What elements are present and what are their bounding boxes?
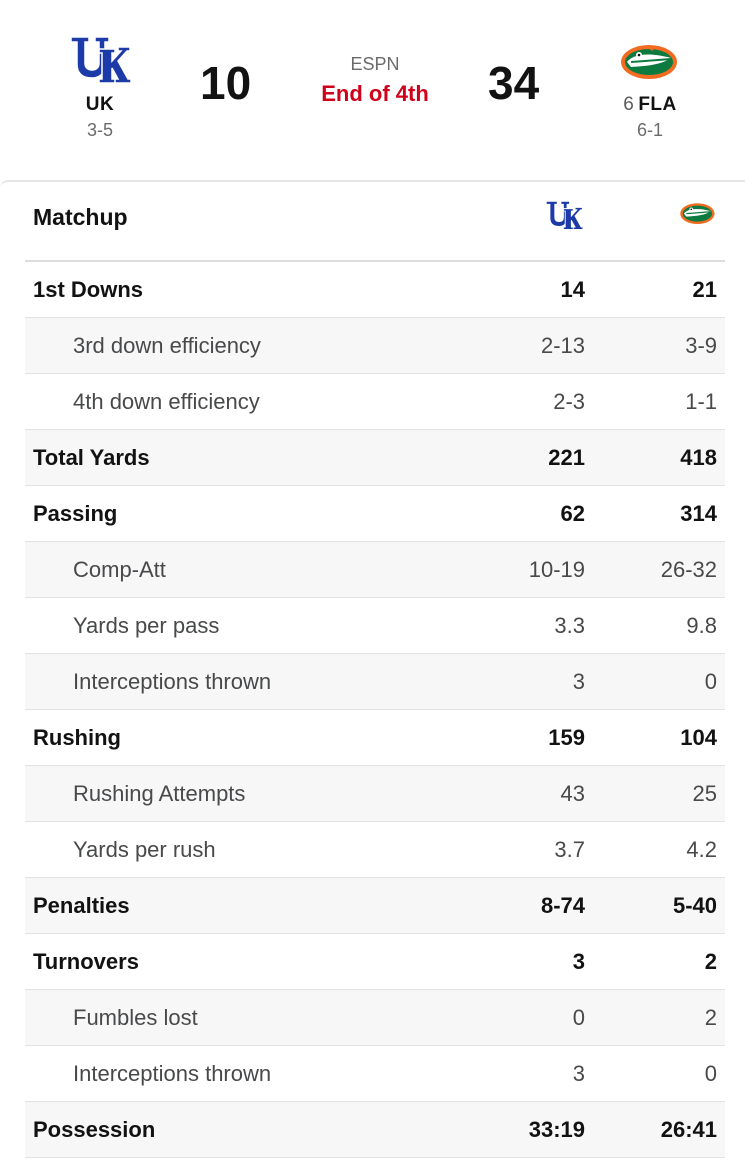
game-period: End of 4th	[321, 81, 429, 106]
stat-label: Interceptions thrown	[73, 1060, 272, 1086]
scoreboard-header: UK 3-5 10 ESPN End of 4th 34 6 FLA 6-1	[0, 0, 745, 180]
stat-row: Total Yards 221 418	[25, 430, 725, 486]
stat-label: 4th down efficiency	[73, 388, 260, 414]
stat-label: Fumbles lost	[73, 1004, 198, 1030]
home-stat-value: 21	[692, 276, 717, 302]
stat-label: Rushing Attempts	[73, 780, 246, 806]
home-team-abbr: 6 FLA	[623, 94, 677, 115]
home-stat-value: 3-9	[685, 332, 717, 358]
stat-row: 1st Downs 14 21	[25, 262, 725, 318]
stat-label: Passing	[33, 500, 118, 526]
stat-row: Turnovers 3 2	[25, 934, 725, 990]
kentucky-wildcats-logo-icon	[545, 200, 584, 230]
stat-row: Interceptions thrown 3 0	[25, 654, 725, 710]
away-team-record: 3-5	[86, 120, 113, 140]
home-team-record: 6-1	[636, 120, 663, 140]
away-stat-value: 43	[560, 780, 585, 806]
florida-gators-logo-icon	[621, 45, 677, 79]
stat-row: Interceptions thrown 3 0	[25, 1046, 725, 1102]
stat-label: 3rd down efficiency	[73, 332, 261, 358]
away-stat-value: 14	[560, 276, 585, 302]
away-stat-value: 62	[560, 500, 585, 526]
stat-label: Interceptions thrown	[73, 668, 272, 694]
away-stat-value: 3	[572, 668, 585, 694]
florida-gators-logo-icon	[680, 203, 715, 225]
home-team-rank: 6	[623, 94, 635, 115]
stat-label: Yards per rush	[73, 836, 216, 862]
stat-row: Yards per rush 3.7 4.2	[25, 822, 725, 878]
stat-row: Penalties 8-74 5-40	[25, 878, 725, 934]
stat-row: 4th down efficiency 2-3 1-1	[25, 374, 725, 430]
home-stat-value: 9.8	[686, 612, 717, 638]
away-stat-value: 2-13	[540, 332, 585, 358]
home-stat-value: 4.2	[686, 836, 717, 862]
stat-label: Total Yards	[33, 444, 150, 470]
away-stat-value: 3	[572, 1060, 585, 1086]
home-stat-value: 1-1	[685, 388, 717, 414]
stat-label: Rushing	[33, 724, 121, 750]
away-stat-value: 159	[548, 724, 585, 750]
matchup-header: Matchup	[25, 182, 725, 262]
stat-label: 1st Downs	[33, 276, 144, 302]
home-stat-value: 0	[704, 668, 717, 694]
kentucky-wildcats-logo-icon	[70, 36, 131, 84]
stat-label: Yards per pass	[73, 612, 220, 638]
away-stat-value: 33:19	[528, 1116, 585, 1142]
stat-label: Possession	[33, 1116, 156, 1142]
stat-label: Comp-Att	[73, 556, 166, 582]
stat-row: Possession 33:19 26:41	[25, 1102, 725, 1158]
away-stat-value: 8-74	[540, 892, 585, 918]
game-status: ESPN End of 4th	[290, 54, 460, 107]
away-score: 10	[200, 57, 252, 109]
away-team-abbr: UK	[85, 94, 115, 115]
stat-label: Penalties	[33, 892, 130, 918]
stats-table: 1st Downs 14 21 3rd down efficiency 2-13 3-9 4…	[25, 262, 725, 1158]
home-stat-value: 26-32	[660, 556, 717, 582]
matchup-panel: Matchup 1st Downs 14 21 3rd down efficiency…	[0, 180, 745, 1165]
broadcast-network: ESPN	[350, 54, 400, 74]
stat-row: Passing 62 314	[25, 486, 725, 542]
stat-row: Rushing 159 104	[25, 710, 725, 766]
away-stat-value: 3.3	[554, 612, 585, 638]
home-stat-value: 5-40	[672, 892, 717, 918]
home-score: 34	[488, 57, 540, 109]
stat-row: Comp-Att 10-19 26-32	[25, 542, 725, 598]
matchup-title: Matchup	[33, 204, 128, 230]
home-stat-value: 314	[680, 500, 717, 526]
stat-row: 3rd down efficiency 2-13 3-9	[25, 318, 725, 374]
home-team[interactable]: 6 FLA 6-1	[590, 30, 710, 141]
stat-row: Yards per pass 3.3 9.8	[25, 598, 725, 654]
stat-row: Rushing Attempts 43 25	[25, 766, 725, 822]
stat-row: Fumbles lost 0 2	[25, 990, 725, 1046]
home-stat-value: 2	[704, 1004, 717, 1030]
home-stat-value: 2	[704, 948, 717, 974]
home-stat-value: 0	[704, 1060, 717, 1086]
home-stat-value: 26:41	[660, 1116, 717, 1142]
away-stat-value: 3	[572, 948, 585, 974]
home-stat-value: 418	[680, 444, 717, 470]
matchup-home-logo	[679, 200, 717, 231]
home-stat-value: 25	[692, 780, 717, 806]
matchup-away-logo	[545, 200, 584, 237]
away-stat-value: 10-19	[528, 556, 585, 582]
away-team[interactable]: UK 3-5	[40, 30, 160, 141]
home-stat-value: 104	[680, 724, 717, 750]
away-stat-value: 221	[548, 444, 585, 470]
stat-label: Turnovers	[33, 948, 139, 974]
away-stat-value: 3.7	[554, 836, 585, 862]
away-stat-value: 2-3	[553, 388, 585, 414]
away-stat-value: 0	[572, 1004, 585, 1030]
